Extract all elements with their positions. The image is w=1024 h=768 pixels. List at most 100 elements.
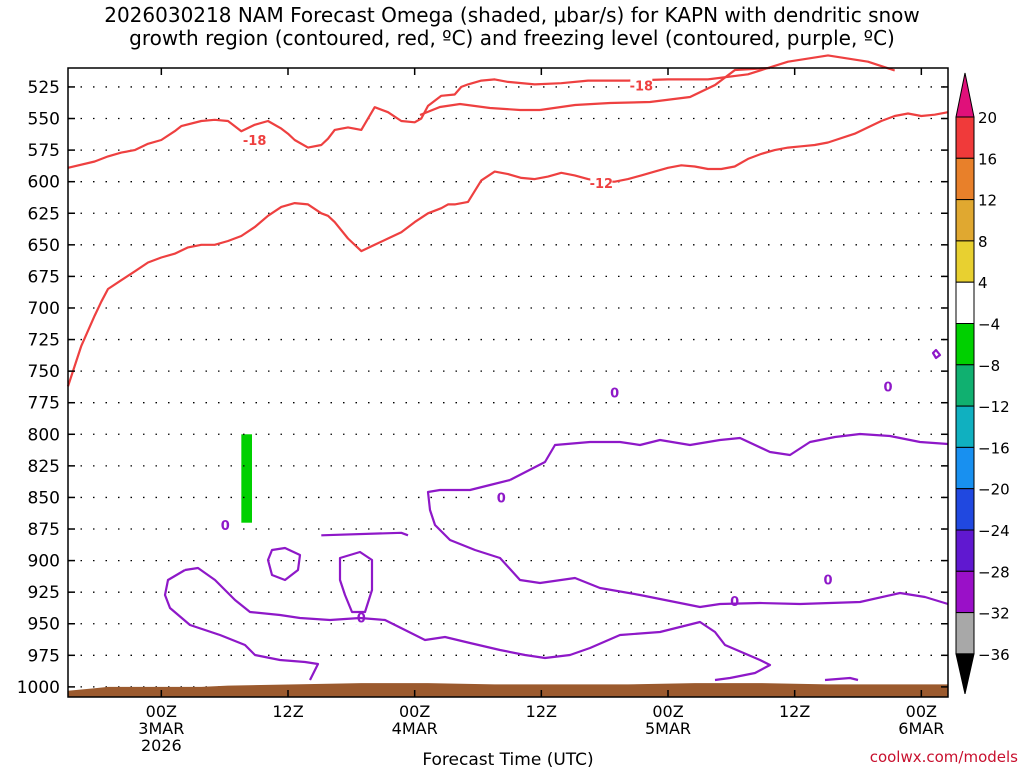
colorbar-label: −28: [978, 563, 1010, 581]
y-tick-label: 900: [28, 552, 60, 572]
x-tick-label: 3MAR: [138, 719, 184, 738]
y-tick-label: 925: [28, 583, 60, 603]
omega-shading-0: [241, 434, 252, 523]
colorbar-label: 20: [978, 109, 997, 127]
x-tick-label: 2026: [141, 736, 182, 755]
y-tick-label: 700: [28, 299, 60, 319]
colorbar-label: −36: [978, 646, 1010, 664]
contour-label-bg: [817, 571, 839, 587]
freezing-level-segment-0: [509, 432, 949, 481]
isotherm-upper-segment: [539, 66, 771, 112]
y-tick-label: 775: [28, 394, 60, 414]
x-tick-label: 12Z: [526, 702, 557, 721]
freezing-level-segment-1: [426, 478, 949, 609]
freezing-level-segment-3: [184, 566, 772, 682]
y-tick-label: 850: [28, 488, 60, 508]
contour-label: -18: [243, 134, 267, 149]
x-tick-label: 4MAR: [392, 719, 438, 738]
plot-background: [68, 68, 948, 697]
colorbar-label: −32: [978, 605, 1010, 623]
colorbar-label: 8: [978, 233, 988, 251]
x-tick-label: 00Z: [906, 702, 937, 721]
contour-label-bg: [350, 609, 373, 625]
colorbar-arrow-bottom: [955, 653, 975, 695]
contour-label-bg: [630, 77, 653, 93]
credit-text: coolwx.com/models: [869, 748, 1018, 766]
x-tick-label: 5MAR: [645, 719, 691, 738]
axes: 525 550 575 600 625 650 675 700 725 750 775 800 825 8…: [17, 67, 949, 755]
freezing-level-segment-7: [824, 676, 859, 682]
x-tick-label: 12Z: [272, 702, 303, 721]
colorbar-swatch: [955, 612, 975, 655]
contour-label-bg: [603, 384, 626, 400]
colorbar-label: −12: [978, 398, 1010, 416]
colorbar-swatch: [955, 364, 975, 407]
colorbar-swatch: [955, 570, 975, 614]
contour-label-bg: [490, 489, 513, 505]
y-tick-label: 825: [28, 457, 60, 477]
y-tick-label: 625: [28, 204, 60, 224]
chart-title: 2026030218 NAM Forecast Omega (shaded, μ…: [0, 4, 1024, 50]
contour-line-3: [321, 531, 409, 537]
colorbar-swatch: [955, 157, 975, 201]
colorbar-label: −24: [978, 522, 1010, 540]
colorbar-label: −8: [978, 357, 1000, 375]
contour-label-bg: [243, 131, 266, 147]
contour-line-2: [66, 111, 949, 387]
contour-label: 0: [883, 380, 892, 395]
y-tick-label: 1000: [17, 678, 60, 698]
contour-label-bg: [590, 174, 613, 190]
colorbar-swatch: [955, 199, 975, 242]
x-tick-label: 12Z: [779, 702, 810, 721]
colorbar-swatch: [955, 405, 975, 448]
y-tick-label: 650: [28, 236, 60, 256]
y-tick-label: 550: [28, 110, 60, 130]
colorbar-swatch: [955, 529, 975, 572]
colorbar-label: 4: [978, 274, 988, 292]
y-tick-label: 950: [28, 615, 60, 635]
isotherm-upper-segment-2: [419, 102, 540, 117]
y-tick-label: 675: [28, 267, 60, 287]
y-tick-label: 725: [28, 331, 60, 351]
y-tick-label: 875: [28, 520, 60, 540]
freezing-level-segment-5: [338, 550, 374, 614]
colorbar-swatch: [955, 281, 975, 325]
x-tick-label: 00Z: [146, 702, 177, 721]
colorbar-label: −4: [978, 316, 1000, 334]
contour-label: 0: [823, 574, 832, 589]
colorbar-swatch: [955, 488, 975, 531]
plot-area: [68, 68, 948, 697]
freezing-level-segment-6: [931, 348, 942, 360]
contour-label: -12: [590, 177, 614, 192]
colorbar-arrow-top: [955, 72, 975, 118]
contour-label-bg: [877, 378, 899, 394]
freezing-level-segment-4: [266, 546, 302, 582]
colorbar-swatch: [955, 323, 975, 366]
contour-line-0: [67, 54, 896, 169]
colorbar-label: 16: [978, 150, 997, 168]
contour-label: 0: [730, 595, 739, 610]
contour-label: 0: [610, 387, 619, 402]
contour-label: -18: [630, 80, 654, 95]
y-tick-label: 600: [28, 173, 60, 193]
contour-label: 0: [497, 491, 506, 506]
x-tick-label: 00Z: [652, 702, 683, 721]
freezing-level-segment-2: [163, 569, 320, 681]
x-axis-label: Forecast Time (UTC): [422, 750, 593, 768]
colorbar: 20 16 12 8 4 −4 −8 −12 −16 −20 −24 −28 −32 −36: [955, 72, 1010, 695]
colorbar-label: 12: [978, 192, 997, 210]
chart-title-line-1: 2026030218 NAM Forecast Omega (shaded, μ…: [104, 3, 920, 27]
x-tick-label: 00Z: [399, 702, 430, 721]
plot-frame: [67, 67, 949, 698]
y-tick-label: 800: [28, 425, 60, 445]
contour-label: 0: [221, 519, 230, 534]
y-tick-label: 975: [28, 646, 60, 666]
colorbar-label: −20: [978, 481, 1010, 499]
colorbar-swatch: [955, 446, 975, 490]
x-tick-label: 6MAR: [898, 719, 944, 738]
colorbar-label: −16: [978, 439, 1010, 457]
y-tick-label: 525: [28, 78, 60, 98]
y-tick-label: 750: [28, 362, 60, 382]
